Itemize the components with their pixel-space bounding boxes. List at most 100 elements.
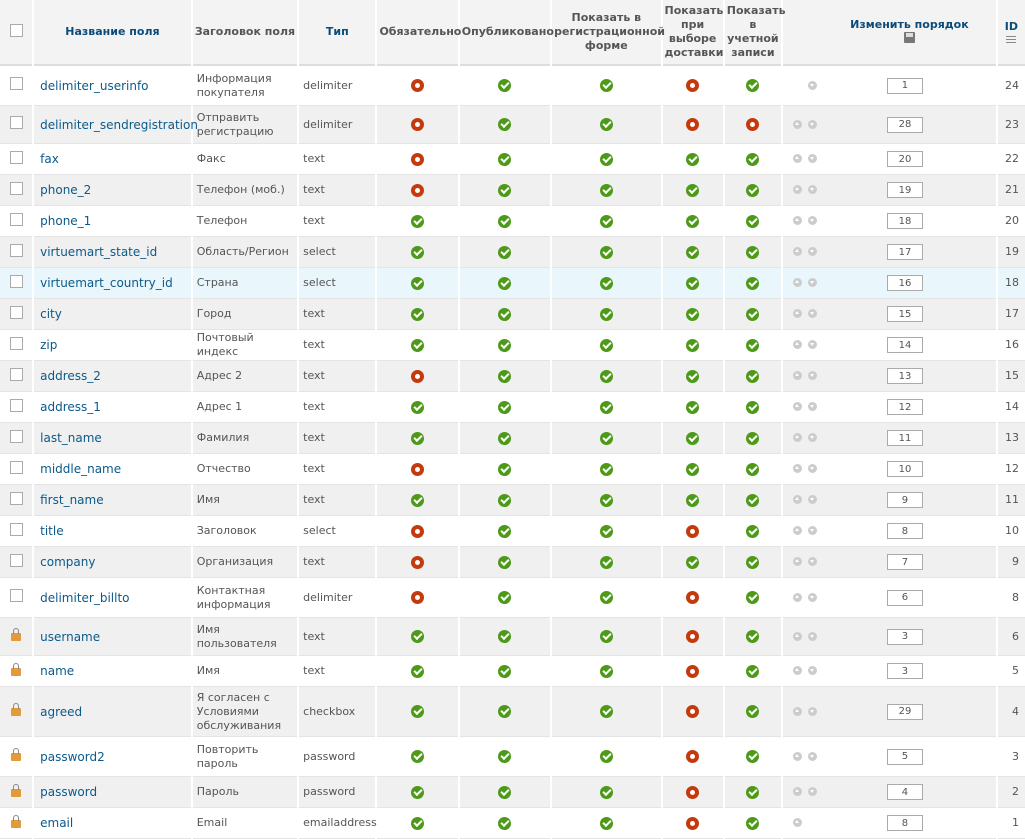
field-name-link[interactable]: zip bbox=[34, 330, 191, 361]
required-no-icon[interactable] bbox=[411, 369, 425, 383]
required-yes-icon[interactable] bbox=[411, 431, 425, 445]
field-name-link[interactable]: address_2 bbox=[34, 361, 191, 392]
required-yes-icon[interactable] bbox=[411, 664, 425, 678]
shipment-no-icon[interactable] bbox=[686, 785, 700, 799]
published-yes-icon[interactable] bbox=[498, 431, 512, 445]
field-name-link[interactable]: password2 bbox=[34, 737, 191, 777]
order-input[interactable] bbox=[886, 213, 923, 229]
field-name-link[interactable]: middle_name bbox=[34, 454, 191, 485]
account-yes-icon[interactable] bbox=[746, 276, 760, 290]
move-down-icon[interactable] bbox=[807, 464, 817, 473]
move-up-icon[interactable] bbox=[792, 818, 802, 827]
move-down-icon[interactable] bbox=[807, 185, 817, 194]
field-name-link[interactable]: title bbox=[34, 516, 191, 547]
registration-yes-icon[interactable] bbox=[599, 524, 613, 538]
registration-yes-icon[interactable] bbox=[599, 785, 613, 799]
account-yes-icon[interactable] bbox=[746, 369, 760, 383]
shipment-yes-icon[interactable] bbox=[686, 338, 700, 352]
published-yes-icon[interactable] bbox=[498, 276, 512, 290]
order-input[interactable] bbox=[886, 815, 923, 831]
field-name-link[interactable]: delimiter_sendregistration bbox=[34, 106, 198, 144]
move-down-icon[interactable] bbox=[807, 666, 817, 675]
required-no-icon[interactable] bbox=[411, 118, 425, 131]
registration-yes-icon[interactable] bbox=[599, 307, 613, 321]
shipment-yes-icon[interactable] bbox=[686, 369, 700, 383]
registration-yes-icon[interactable] bbox=[599, 276, 613, 290]
registration-yes-icon[interactable] bbox=[599, 750, 613, 763]
move-up-icon[interactable] bbox=[792, 706, 802, 716]
order-input[interactable] bbox=[886, 399, 923, 415]
account-yes-icon[interactable] bbox=[746, 431, 760, 445]
order-input[interactable] bbox=[886, 748, 923, 765]
published-yes-icon[interactable] bbox=[498, 152, 512, 166]
account-yes-icon[interactable] bbox=[746, 183, 760, 197]
field-name-link[interactable]: delimiter_billto bbox=[34, 578, 191, 618]
registration-yes-icon[interactable] bbox=[599, 664, 613, 678]
order-input[interactable] bbox=[886, 589, 923, 606]
field-name-link[interactable]: address_1 bbox=[34, 392, 191, 423]
shipment-no-icon[interactable] bbox=[686, 118, 700, 131]
field-name-link[interactable]: password bbox=[34, 777, 191, 808]
move-up-icon[interactable] bbox=[792, 751, 802, 761]
required-yes-icon[interactable] bbox=[411, 307, 425, 321]
select-all-checkbox[interactable] bbox=[9, 23, 23, 37]
account-yes-icon[interactable] bbox=[746, 816, 760, 830]
account-yes-icon[interactable] bbox=[746, 524, 760, 538]
shipment-no-icon[interactable] bbox=[686, 664, 700, 678]
move-down-icon[interactable] bbox=[807, 751, 817, 761]
registration-yes-icon[interactable] bbox=[599, 493, 613, 507]
row-checkbox[interactable] bbox=[9, 589, 23, 602]
move-up-icon[interactable] bbox=[792, 592, 802, 602]
move-up-icon[interactable] bbox=[792, 216, 802, 225]
account-yes-icon[interactable] bbox=[746, 79, 760, 92]
move-down-icon[interactable] bbox=[807, 154, 817, 163]
row-checkbox[interactable] bbox=[9, 274, 23, 288]
order-input[interactable] bbox=[886, 306, 923, 322]
move-up-icon[interactable] bbox=[792, 371, 802, 380]
required-yes-icon[interactable] bbox=[411, 276, 425, 290]
move-up-icon[interactable] bbox=[792, 433, 802, 442]
shipment-yes-icon[interactable] bbox=[686, 400, 700, 414]
order-input[interactable] bbox=[886, 368, 923, 384]
sort-id-header[interactable]: ID bbox=[997, 0, 1025, 66]
registration-yes-icon[interactable] bbox=[599, 816, 613, 830]
order-input[interactable] bbox=[886, 784, 923, 800]
field-name-link[interactable]: name bbox=[34, 656, 191, 687]
published-yes-icon[interactable] bbox=[498, 591, 512, 604]
order-input[interactable] bbox=[886, 337, 923, 353]
shipment-yes-icon[interactable] bbox=[686, 307, 700, 321]
published-yes-icon[interactable] bbox=[498, 816, 512, 830]
published-yes-icon[interactable] bbox=[498, 524, 512, 538]
registration-yes-icon[interactable] bbox=[599, 591, 613, 604]
move-down-icon[interactable] bbox=[807, 119, 817, 129]
move-up-icon[interactable] bbox=[792, 526, 802, 535]
order-input[interactable] bbox=[886, 77, 923, 94]
move-up-icon[interactable] bbox=[792, 247, 802, 256]
account-yes-icon[interactable] bbox=[746, 785, 760, 799]
published-yes-icon[interactable] bbox=[498, 79, 512, 92]
field-name-link[interactable]: company bbox=[34, 547, 191, 578]
published-yes-icon[interactable] bbox=[498, 462, 512, 476]
registration-yes-icon[interactable] bbox=[599, 214, 613, 228]
shipment-yes-icon[interactable] bbox=[686, 183, 700, 197]
move-down-icon[interactable] bbox=[807, 495, 817, 504]
row-checkbox[interactable] bbox=[9, 212, 23, 226]
required-no-icon[interactable] bbox=[411, 591, 425, 604]
registration-yes-icon[interactable] bbox=[599, 245, 613, 259]
required-yes-icon[interactable] bbox=[411, 785, 425, 799]
registration-yes-icon[interactable] bbox=[599, 400, 613, 414]
order-input[interactable] bbox=[886, 663, 923, 679]
registration-yes-icon[interactable] bbox=[599, 555, 613, 569]
registration-yes-icon[interactable] bbox=[599, 462, 613, 476]
required-yes-icon[interactable] bbox=[411, 338, 425, 352]
registration-yes-icon[interactable] bbox=[599, 338, 613, 352]
required-no-icon[interactable] bbox=[411, 555, 425, 569]
account-yes-icon[interactable] bbox=[746, 400, 760, 414]
shipment-no-icon[interactable] bbox=[686, 79, 700, 92]
required-yes-icon[interactable] bbox=[411, 245, 425, 259]
required-no-icon[interactable] bbox=[411, 183, 425, 197]
order-input[interactable] bbox=[886, 523, 923, 539]
shipment-no-icon[interactable] bbox=[686, 591, 700, 604]
sort-order-link[interactable]: Изменить порядок bbox=[850, 17, 969, 31]
move-down-icon[interactable] bbox=[807, 402, 817, 411]
